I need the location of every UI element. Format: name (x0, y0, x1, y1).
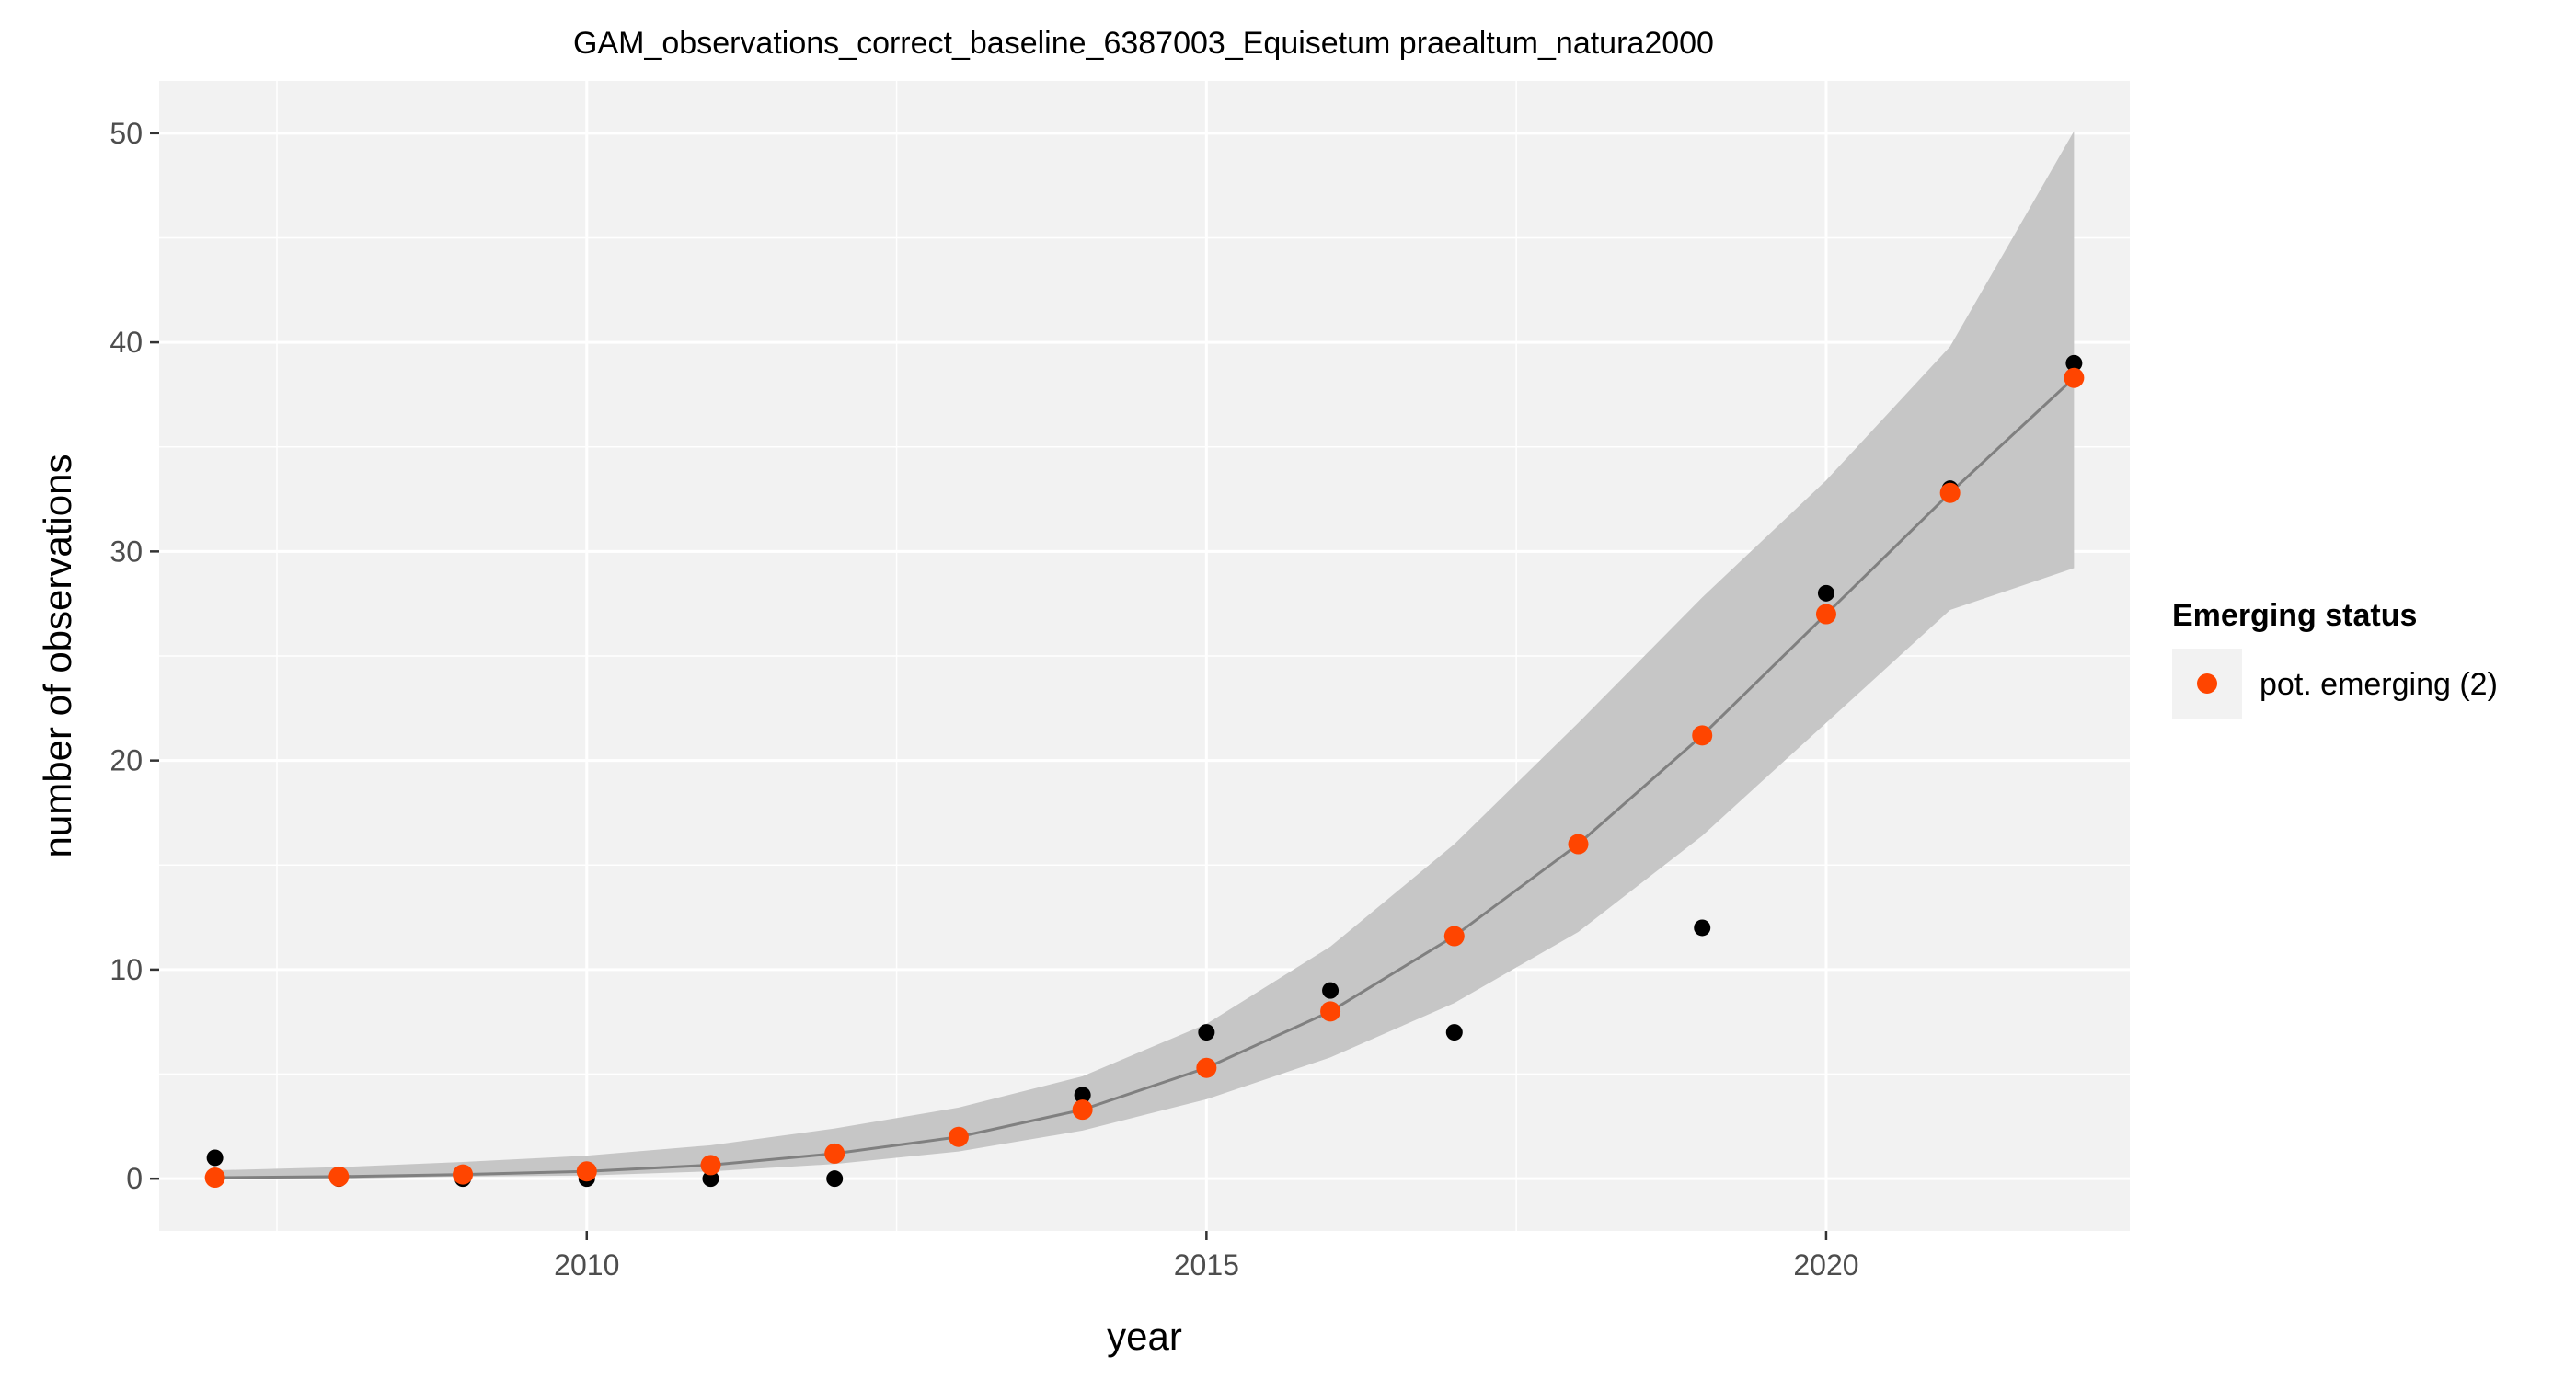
observed-point (1694, 919, 1711, 937)
legend: Emerging status pot. emerging (2) (2172, 598, 2498, 719)
emerging-point (328, 1166, 350, 1187)
emerging-point (1443, 926, 1465, 947)
observed-point (1074, 1087, 1091, 1104)
confidence-ribbon (214, 131, 2075, 1179)
x-tick-label: 2020 (1793, 1248, 1858, 1282)
y-axis: 0 10 20 30 40 50 (109, 117, 159, 1195)
observed-point (1322, 982, 1340, 999)
emerging-point (948, 1126, 969, 1147)
x-tick-label: 2015 (1174, 1248, 1239, 1282)
emerging-point (824, 1143, 845, 1164)
x-tick-label: 2010 (554, 1248, 619, 1282)
emerging-points (204, 367, 2085, 1189)
observed-point (1817, 584, 1834, 602)
y-tick-label: 40 (109, 326, 143, 359)
emerging-point (1568, 834, 1589, 855)
legend-key-marker (2197, 673, 2217, 694)
emerging-point (1196, 1057, 1217, 1078)
emerging-point (2064, 367, 2085, 388)
emerging-point (1072, 1099, 1093, 1121)
chart-title: GAM_observations_correct_baseline_638700… (573, 26, 1714, 61)
observed-point (826, 1170, 844, 1188)
observed-point (1198, 1024, 1215, 1041)
y-tick-label: 30 (109, 535, 143, 568)
emerging-point (1692, 725, 1713, 746)
emerging-point (453, 1164, 474, 1185)
observed-point (2065, 354, 2083, 372)
y-tick-label: 20 (109, 744, 143, 777)
emerging-point (576, 1161, 597, 1182)
y-tick-label: 10 (109, 953, 143, 986)
emerging-point (1815, 604, 1836, 625)
emerging-point (700, 1155, 721, 1176)
emerging-point (204, 1167, 225, 1189)
observed-point (206, 1149, 224, 1167)
legend-label: pot. emerging (2) (2260, 667, 2498, 702)
legend-title: Emerging status (2172, 598, 2417, 633)
x-axis: 2010 2015 2020 (554, 1231, 1859, 1282)
y-tick-label: 0 (126, 1162, 143, 1195)
observed-point (1445, 1024, 1463, 1041)
emerging-point (1320, 1001, 1341, 1022)
y-tick-label: 50 (109, 117, 143, 150)
x-axis-title: year (1107, 1315, 1182, 1358)
observed-point (702, 1170, 719, 1188)
y-axis-title: number of observations (36, 454, 79, 858)
emerging-point (1939, 482, 1961, 503)
fit-line (214, 376, 2076, 1179)
